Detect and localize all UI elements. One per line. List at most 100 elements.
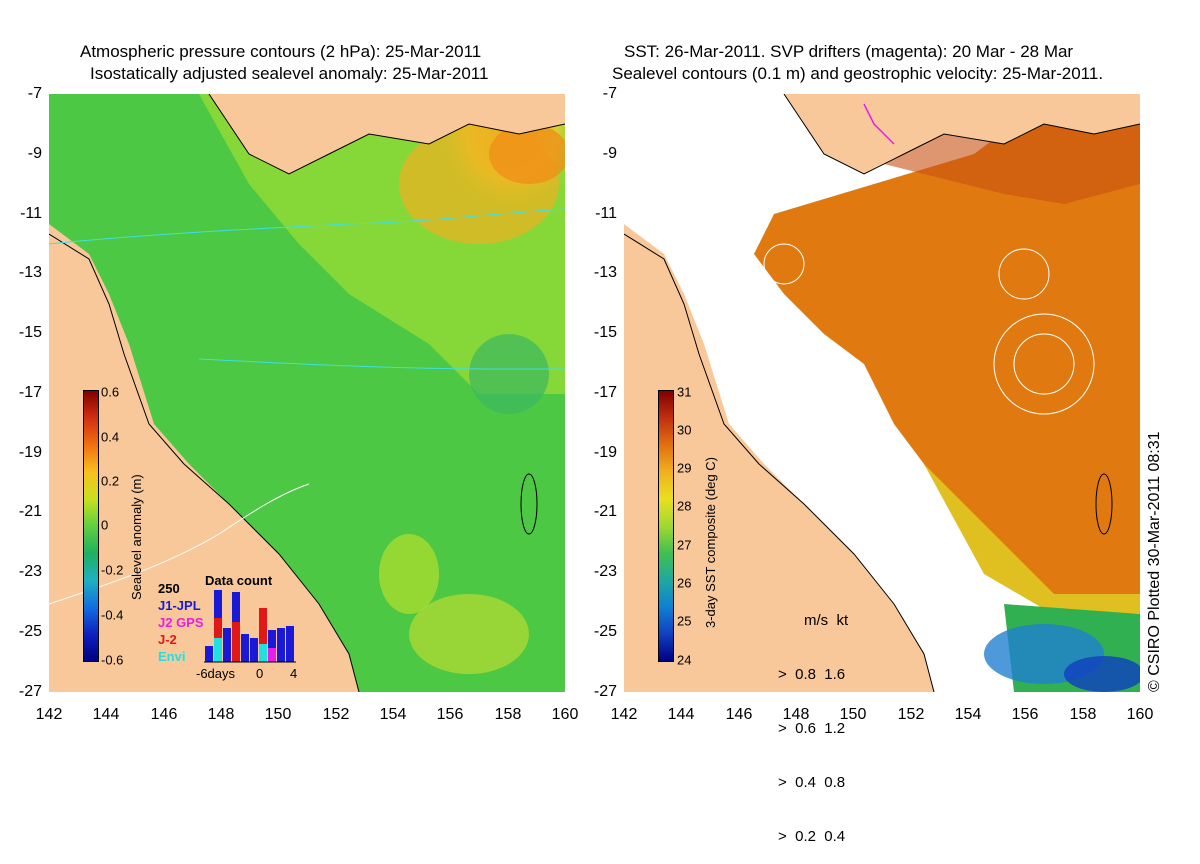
right-map-graphic <box>624 94 1140 692</box>
y-tick: -21 <box>593 503 617 520</box>
arrow-icon: > <box>778 666 796 683</box>
colorbar-tick: 24 <box>677 652 692 668</box>
colorbar-tick: 28 <box>677 498 692 514</box>
y-tick: -7 <box>602 85 617 102</box>
colorbar-tick: -0.2 <box>101 562 124 578</box>
x-tick: 148 <box>207 706 235 723</box>
y-tick: -27 <box>18 683 42 700</box>
data-count-x-label-start: -6days <box>196 666 236 681</box>
y-tick: -11 <box>20 205 42 222</box>
x-tick: 148 <box>782 706 810 723</box>
y-tick: -11 <box>595 205 617 222</box>
velocity-legend-row: > 0.6 1.2 <box>778 720 846 737</box>
x-tick: 144 <box>667 706 695 723</box>
x-tick: 158 <box>1069 706 1097 723</box>
colorbar-tick: 30 <box>677 422 692 438</box>
y-tick: -21 <box>18 503 42 520</box>
y-tick: -23 <box>593 563 617 580</box>
colorbar-tick: 26 <box>677 575 692 591</box>
colorbar-tick: 31 <box>677 384 692 400</box>
x-tick: 156 <box>436 706 464 723</box>
legend-series-j-2: J-2 <box>158 632 177 647</box>
colorbar-tick: 0.6 <box>101 384 120 400</box>
velocity-legend-header: m/s kt <box>804 612 849 629</box>
x-tick: 150 <box>839 706 867 723</box>
y-tick: -17 <box>593 384 617 401</box>
x-tick: 142 <box>35 706 63 723</box>
data-count-x-label-zero: 0 <box>256 666 264 681</box>
x-tick: 142 <box>610 706 638 723</box>
y-tick: -25 <box>593 623 617 640</box>
y-tick: -7 <box>27 85 42 102</box>
velocity-legend: m/s kt > 0.8 1.6 > 0.6 1.2 > 0.4 0.8 > 0… <box>778 576 848 864</box>
copyright-text: © CSIRO Plotted 30-Mar-2011 08:31 <box>1146 431 1163 692</box>
legend-series-envi: Envi <box>158 649 186 664</box>
colorbar-tick: 25 <box>677 613 692 629</box>
data-count-legend: 250 J1-JPL J2 GPS J-2 Envi <box>158 580 204 665</box>
count-bar <box>241 634 249 662</box>
right-title-line1: SST: 26-Mar-2011. SVP drifters (magenta)… <box>624 42 1074 61</box>
count-bar <box>214 638 222 662</box>
left-map <box>49 94 565 692</box>
x-tick: 160 <box>1126 706 1154 723</box>
sst-colorbar <box>658 390 674 662</box>
data-count-x-label-end: 4 <box>290 666 298 681</box>
legend-series-j1-jpl: J1-JPL <box>158 598 201 613</box>
y-tick: -9 <box>27 145 42 162</box>
count-bar <box>223 628 231 662</box>
count-bar <box>268 630 276 662</box>
legend-series-j2-gps: J2 GPS <box>158 615 204 630</box>
x-tick: 158 <box>494 706 522 723</box>
left-title-line1: Atmospheric pressure contours (2 hPa): 2… <box>80 42 482 61</box>
x-tick: 154 <box>954 706 982 723</box>
left-title-line2: Isostatically adjusted sealevel anomaly:… <box>90 64 489 83</box>
x-tick: 144 <box>92 706 120 723</box>
count-bar <box>259 644 267 662</box>
count-bar <box>232 622 240 662</box>
colorbar-tick: 0 <box>101 517 109 533</box>
right-title-line2: Sealevel contours (0.1 m) and geostrophi… <box>612 64 1104 83</box>
arrow-icon: > <box>778 720 796 737</box>
colorbar-tick: -0.6 <box>101 652 124 668</box>
x-tick: 146 <box>725 706 753 723</box>
velocity-legend-row: > 0.2 0.4 <box>778 828 846 845</box>
velocity-legend-row: > 0.8 1.6 <box>778 666 846 683</box>
x-tick: 160 <box>551 706 579 723</box>
x-tick: 150 <box>264 706 292 723</box>
x-tick: 154 <box>379 706 407 723</box>
x-tick: 146 <box>150 706 178 723</box>
data-count-max: 250 <box>158 581 180 596</box>
x-tick: 152 <box>322 706 350 723</box>
y-tick: -27 <box>593 683 617 700</box>
data-count-title: Data count <box>205 573 273 588</box>
y-tick: -25 <box>18 623 42 640</box>
y-tick: -23 <box>18 563 42 580</box>
arrow-icon: > <box>778 828 796 845</box>
count-bar <box>250 638 258 662</box>
sealevel-colorbar <box>83 390 99 662</box>
y-tick: -19 <box>18 444 42 461</box>
y-tick: -13 <box>593 264 617 281</box>
count-bar <box>259 608 267 662</box>
count-bar <box>205 646 213 662</box>
right-map <box>624 94 1140 692</box>
arrow-icon: > <box>778 774 796 791</box>
colorbar-tick: 27 <box>677 537 692 553</box>
y-tick: -17 <box>18 384 42 401</box>
y-tick: -15 <box>18 324 42 341</box>
colorbar-tick: 29 <box>677 460 692 476</box>
count-bar <box>286 626 294 662</box>
sst-colorbar-label: 3-day SST composite (deg C) <box>703 457 718 628</box>
x-tick: 152 <box>897 706 925 723</box>
count-bar <box>268 648 276 662</box>
y-tick: -9 <box>602 145 617 162</box>
left-map-graphic <box>49 94 565 692</box>
x-tick: 156 <box>1011 706 1039 723</box>
y-tick: -19 <box>593 444 617 461</box>
data-count-chart <box>204 590 296 663</box>
colorbar-tick: 0.4 <box>101 429 120 445</box>
sealevel-colorbar-label: Sealevel anomaly (m) <box>129 474 144 600</box>
y-tick: -15 <box>593 324 617 341</box>
count-bar <box>277 628 285 662</box>
colorbar-tick: -0.4 <box>101 607 124 623</box>
